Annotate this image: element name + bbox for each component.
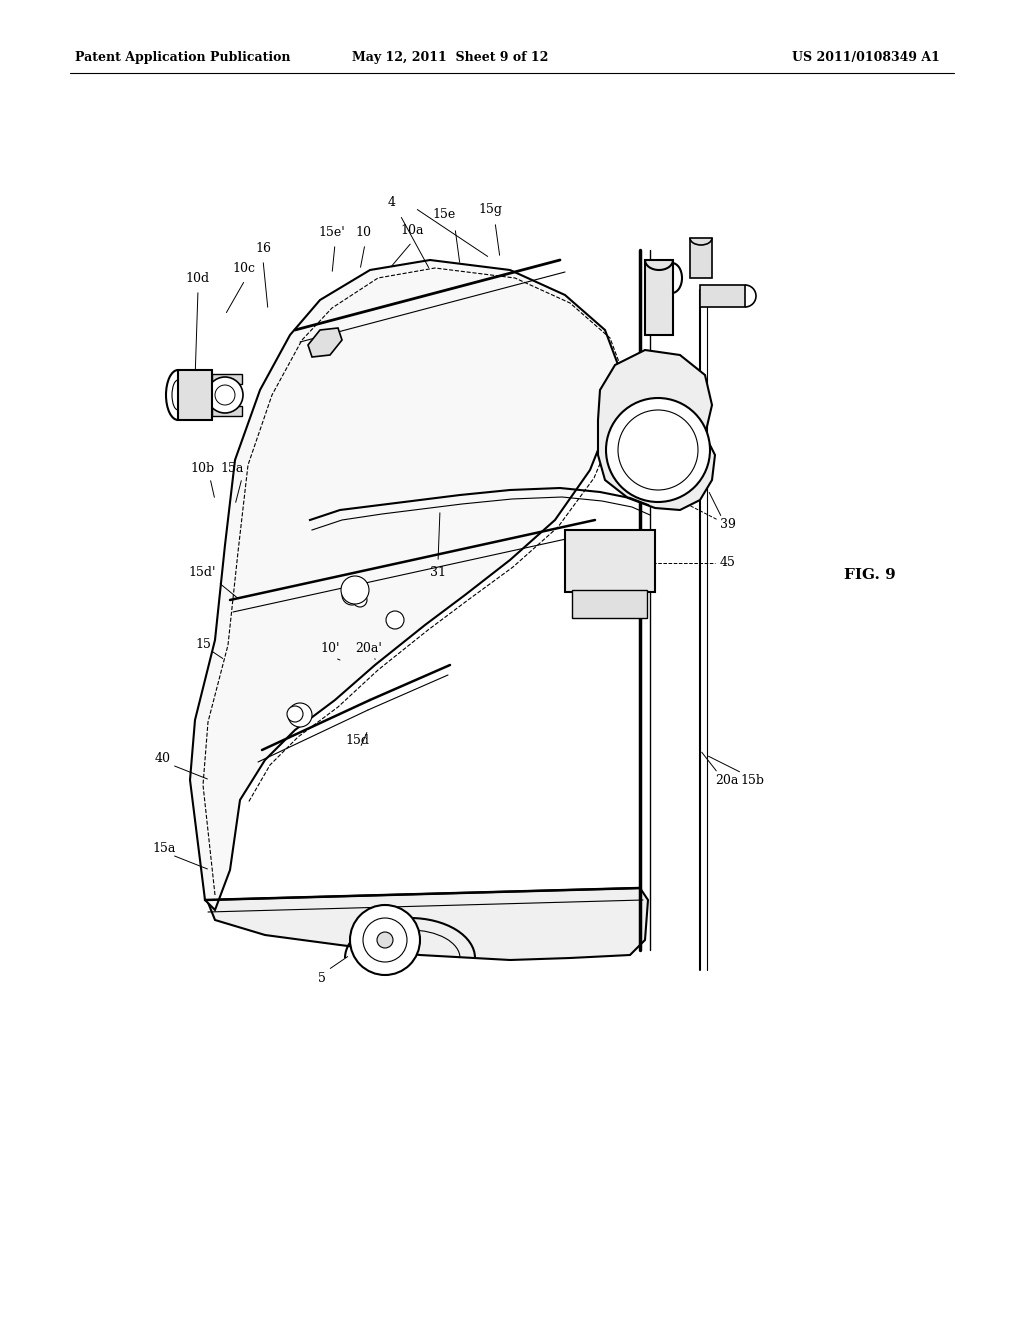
Text: Patent Application Publication: Patent Application Publication	[75, 51, 291, 65]
Circle shape	[342, 585, 362, 605]
Polygon shape	[598, 350, 715, 510]
Polygon shape	[205, 888, 648, 960]
Text: 10b: 10b	[190, 462, 214, 474]
Text: 16: 16	[255, 242, 271, 255]
Text: 39: 39	[720, 519, 736, 532]
Bar	[565, 531, 655, 591]
Bar	[212, 407, 242, 416]
Circle shape	[386, 611, 404, 630]
Bar	[700, 285, 745, 308]
Circle shape	[606, 399, 710, 502]
Bar	[572, 590, 647, 618]
Text: 15e': 15e'	[318, 226, 345, 239]
Text: 20a: 20a	[715, 774, 738, 787]
Text: 4: 4	[388, 195, 396, 209]
Circle shape	[341, 576, 369, 605]
Circle shape	[288, 704, 312, 727]
Circle shape	[207, 378, 243, 413]
Text: 20a': 20a'	[355, 642, 382, 655]
Circle shape	[353, 593, 367, 607]
Text: 15: 15	[195, 639, 211, 652]
Text: 15d': 15d'	[188, 565, 215, 578]
Text: 10': 10'	[319, 642, 340, 655]
Text: 10: 10	[355, 226, 371, 239]
Text: 15a: 15a	[152, 842, 175, 854]
Text: 40: 40	[155, 751, 171, 764]
Text: FIG. 9: FIG. 9	[844, 568, 896, 582]
Circle shape	[377, 932, 393, 948]
Bar	[645, 260, 673, 335]
Polygon shape	[308, 327, 342, 356]
Bar	[690, 238, 712, 279]
Text: 10d: 10d	[185, 272, 209, 285]
Text: 31: 31	[430, 565, 446, 578]
Polygon shape	[190, 260, 620, 909]
Text: 15d: 15d	[345, 734, 369, 747]
Text: US 2011/0108349 A1: US 2011/0108349 A1	[793, 51, 940, 65]
Polygon shape	[178, 370, 212, 420]
Circle shape	[350, 906, 420, 975]
Text: 10c: 10c	[232, 261, 255, 275]
Text: 45: 45	[720, 556, 736, 569]
Text: 5: 5	[318, 972, 326, 985]
Bar	[212, 374, 242, 384]
Text: 15e: 15e	[432, 209, 456, 222]
Text: 15a: 15a	[220, 462, 244, 474]
Circle shape	[287, 706, 303, 722]
Text: 10a: 10a	[400, 223, 424, 236]
Text: 15b: 15b	[740, 774, 764, 787]
Text: 15g: 15g	[478, 203, 502, 216]
Text: May 12, 2011  Sheet 9 of 12: May 12, 2011 Sheet 9 of 12	[352, 51, 548, 65]
